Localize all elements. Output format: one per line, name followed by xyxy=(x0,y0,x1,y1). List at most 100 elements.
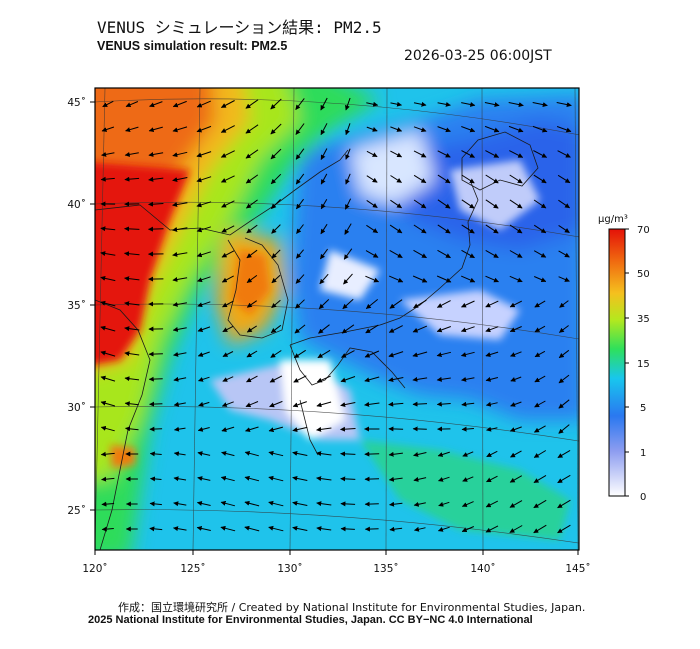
wind-arrow xyxy=(509,199,523,209)
wind-arrow xyxy=(221,451,235,457)
wind-arrow xyxy=(461,199,475,209)
wind-arrow xyxy=(246,325,257,333)
wind-arrow xyxy=(436,401,451,407)
wind-arrow xyxy=(316,526,332,532)
wind-arrow xyxy=(197,476,211,482)
wind-arrow xyxy=(100,375,116,382)
wind-arrow xyxy=(148,176,164,182)
wind-arrow xyxy=(245,199,258,209)
wind-arrow xyxy=(196,176,212,183)
wind-arrow xyxy=(534,300,546,308)
wind-arrow xyxy=(268,450,284,457)
wind-arrow xyxy=(533,450,547,458)
wind-arrow xyxy=(246,224,258,234)
wind-arrow xyxy=(533,250,547,258)
wind-arrow xyxy=(149,426,163,432)
wind-arrow xyxy=(436,351,452,358)
wind-arrow xyxy=(340,526,355,532)
wind-arrow xyxy=(510,401,522,407)
wind-arrow xyxy=(485,500,499,508)
wind-arrow xyxy=(124,151,139,157)
wind-arrow xyxy=(533,425,546,433)
wind-arrow xyxy=(245,124,259,134)
wind-arrow xyxy=(149,526,163,532)
wind-arrow xyxy=(389,526,403,532)
wind-arrow xyxy=(245,401,259,408)
wind-arrow xyxy=(508,125,524,133)
wind-arrow xyxy=(270,350,282,358)
wind-arrow xyxy=(485,376,499,382)
colorbar-label-1: 1 xyxy=(640,448,646,459)
wind-arrow xyxy=(485,351,499,357)
wind-arrow xyxy=(222,300,234,308)
wind-arrow xyxy=(413,452,427,457)
wind-arrow xyxy=(197,326,211,332)
wind-arrow xyxy=(436,326,451,333)
wind-arrow xyxy=(343,248,353,260)
wind-arrow xyxy=(296,249,304,259)
wind-arrow xyxy=(101,151,115,157)
wind-arrow xyxy=(320,198,328,210)
wind-arrow xyxy=(150,476,162,482)
wind-arrow xyxy=(220,125,235,133)
lon-tick-125: 125˚ xyxy=(180,563,205,575)
wind-arrow xyxy=(485,401,498,407)
wind-arrow xyxy=(413,501,426,507)
wind-arrow xyxy=(438,476,450,482)
wind-arrow xyxy=(318,299,330,309)
wind-arrow xyxy=(390,150,403,158)
wind-arrow xyxy=(198,376,210,382)
wind-arrow xyxy=(341,324,355,334)
wind-arrow xyxy=(486,426,498,432)
wind-arrow xyxy=(388,401,404,407)
wind-arrow xyxy=(101,501,115,507)
wind-arrow xyxy=(270,148,282,160)
wind-arrow xyxy=(461,401,475,407)
coastlines xyxy=(95,131,539,550)
colorbar-label-35: 35 xyxy=(637,314,650,325)
wind-arrow xyxy=(317,349,331,359)
wind-arrow xyxy=(340,476,356,482)
wind-arrow xyxy=(320,173,328,185)
wind-arrow xyxy=(197,276,211,283)
lon-tick-140: 140˚ xyxy=(470,563,495,575)
wind-arrow xyxy=(149,401,163,407)
wind-arrow xyxy=(341,350,355,358)
wind-arrow xyxy=(173,401,186,407)
wind-arrow xyxy=(365,324,379,334)
wind-arrow xyxy=(510,351,522,357)
wind-arrow xyxy=(220,175,235,183)
wind-arrow xyxy=(390,101,402,107)
wind-arrow xyxy=(196,100,211,108)
wind-arrow xyxy=(345,148,351,160)
wind-arrow xyxy=(172,100,187,108)
wind-arrow xyxy=(462,476,474,482)
wind-arrow xyxy=(365,275,380,283)
wind-arrow xyxy=(534,276,547,283)
wind-arrow xyxy=(437,249,451,259)
wind-arrow xyxy=(295,299,305,309)
wind-arrow xyxy=(125,101,139,108)
wind-arrow xyxy=(222,325,234,333)
wind-arrow xyxy=(436,275,452,283)
wind-arrow xyxy=(270,123,282,135)
wind-arrow xyxy=(461,526,474,533)
wind-arrow xyxy=(388,351,404,358)
colorbar xyxy=(608,228,626,497)
wind-arrow xyxy=(413,476,427,482)
wind-arrow xyxy=(316,375,331,383)
wind-arrow xyxy=(557,499,571,509)
wind-arrow xyxy=(173,501,187,507)
wind-arrow xyxy=(365,299,379,309)
wind-arrow xyxy=(389,249,403,259)
wind-arrow xyxy=(436,376,451,382)
wind-arrow xyxy=(364,376,380,383)
wind-arrow xyxy=(268,500,284,507)
wind-arrow xyxy=(485,199,499,209)
wind-arrow xyxy=(510,450,522,458)
wind-arrow xyxy=(173,376,187,382)
wind-arrow xyxy=(389,501,403,507)
wind-arrow xyxy=(149,451,162,457)
colorbar-label-5: 5 xyxy=(640,403,646,414)
wind-arrow xyxy=(196,125,212,133)
